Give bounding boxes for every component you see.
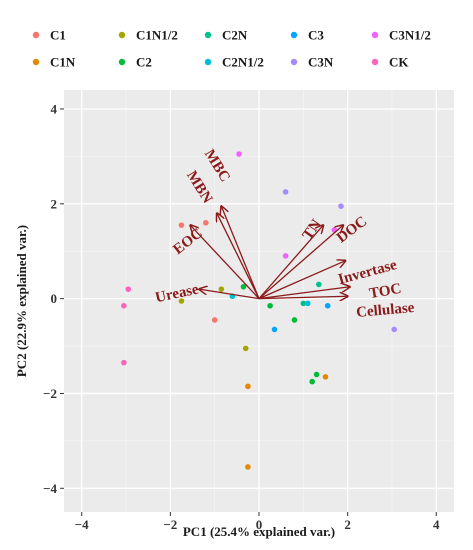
- data-points: [121, 151, 397, 470]
- legend-label: C2N1/2: [222, 55, 264, 70]
- y-tick-label: 0: [51, 291, 58, 306]
- data-point: [203, 219, 209, 226]
- legend-marker: [118, 58, 126, 66]
- x-tick-label: −2: [163, 517, 177, 532]
- loading-arrows: [190, 206, 350, 298]
- data-point: [316, 281, 322, 288]
- legend-item: C3: [290, 28, 324, 43]
- data-point: [121, 302, 127, 309]
- loading-label: Cellulase: [356, 300, 416, 321]
- data-point: [291, 317, 298, 323]
- data-point: [218, 286, 225, 292]
- loading-arrow: [258, 225, 343, 300]
- legend-label: CK: [389, 55, 409, 70]
- y-tick-label: −4: [43, 481, 57, 496]
- x-tick-label: 0: [256, 517, 263, 532]
- data-point: [282, 189, 289, 195]
- legend: C1 C1N C1N1/2 C2 C2N C2N1/2 C3 C3N C3N1/2 CK: [32, 28, 431, 70]
- legend-item: C1: [32, 28, 66, 43]
- legend-marker: [118, 31, 126, 39]
- data-point: [240, 283, 247, 290]
- data-point: [245, 464, 251, 470]
- data-point: [300, 300, 307, 307]
- legend-marker: [32, 58, 40, 66]
- loading-arrow: [258, 296, 348, 298]
- legend-item: CK: [371, 55, 409, 70]
- x-axis-label: PC1 (25.4% explained var.): [183, 524, 335, 539]
- legend-label: C1N1/2: [136, 28, 178, 43]
- loading-arrow: [199, 289, 260, 300]
- y-tick-label: 4: [51, 101, 58, 116]
- y-tick-label: −2: [43, 386, 57, 401]
- legend-item: C2N: [204, 28, 248, 43]
- data-point: [322, 374, 329, 380]
- data-point: [242, 345, 249, 352]
- legend-marker: [290, 31, 298, 39]
- legend-marker: [204, 31, 212, 39]
- data-point: [121, 359, 127, 366]
- loading-arrow: [221, 206, 260, 299]
- legend-label: C2: [136, 55, 152, 70]
- legend-label: C3N1/2: [389, 28, 431, 43]
- legend-label: C3N: [308, 55, 334, 70]
- data-point: [324, 302, 331, 309]
- data-point: [391, 326, 397, 333]
- loading-arrow: [258, 261, 345, 300]
- loading-arrow: [258, 287, 350, 300]
- legend-marker: [371, 58, 379, 66]
- legend-item: C3N1/2: [371, 28, 431, 43]
- x-tick-label: 4: [433, 517, 440, 532]
- data-point: [245, 383, 251, 390]
- x-tick-label: −4: [75, 517, 89, 532]
- data-point: [125, 286, 132, 292]
- legend-marker: [204, 58, 212, 66]
- data-point: [211, 317, 218, 323]
- x-tick-label: 2: [344, 517, 351, 532]
- loading-arrow: [190, 225, 260, 300]
- data-point: [236, 151, 242, 157]
- legend-label: C1: [50, 28, 66, 43]
- data-point: [271, 326, 278, 333]
- legend-label: C3: [308, 28, 324, 43]
- data-point: [178, 222, 185, 228]
- data-point: [338, 203, 344, 209]
- legend-label: C2N: [222, 28, 248, 43]
- legend-item: C3N: [290, 55, 334, 70]
- y-axis-label: PC2 (22.9% explained var.): [14, 225, 29, 377]
- loading-arrow: [217, 213, 260, 299]
- legend-item: C2: [118, 55, 152, 70]
- x-axis-ticks: −4 −2 0 2 4: [75, 512, 440, 532]
- legend-item: C1N: [32, 55, 76, 70]
- y-axis-ticks: −4 −2 0 2 4: [43, 101, 64, 496]
- data-point: [309, 378, 315, 385]
- legend-marker: [371, 31, 379, 39]
- legend-item: C2N1/2: [204, 55, 264, 70]
- data-point: [313, 371, 320, 378]
- legend-item: C1N1/2: [118, 28, 178, 43]
- data-point: [178, 298, 185, 304]
- data-point: [267, 302, 273, 309]
- legend-marker: [32, 31, 40, 39]
- data-point: [282, 253, 289, 259]
- data-point: [304, 300, 311, 307]
- legend-label: C1N: [50, 55, 76, 70]
- loading-arrow: [258, 225, 323, 300]
- grid-major: [64, 90, 454, 512]
- y-tick-label: 2: [51, 196, 58, 211]
- legend-marker: [290, 58, 298, 66]
- loading-label: TOC: [368, 281, 403, 302]
